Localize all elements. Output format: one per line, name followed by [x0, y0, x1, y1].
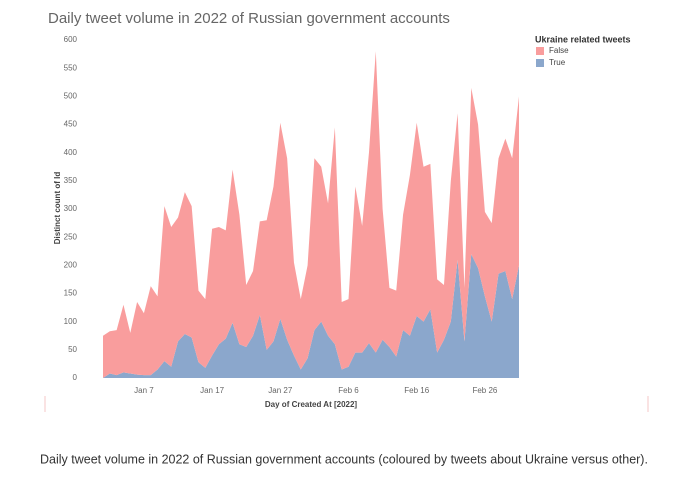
y-tick-label: 500 [64, 91, 78, 100]
y-tick-label: 600 [64, 35, 78, 44]
legend-label: False [549, 46, 569, 55]
area [103, 51, 519, 379]
legend-swatch [536, 47, 544, 55]
chart-title: Daily tweet volume in 2022 of Russian go… [48, 10, 450, 27]
area [103, 254, 519, 378]
y-tick-label: 0 [73, 373, 78, 382]
x-tick-label: Feb 6 [338, 386, 359, 395]
x-tick-label: Feb 26 [472, 386, 497, 395]
legend-title: Ukraine related tweets [535, 34, 631, 44]
y-tick-label: 450 [64, 120, 78, 129]
y-tick-label: 200 [64, 260, 78, 269]
x-axis-label: Day of Created At [2022] [265, 400, 358, 409]
x-tick-label: Jan 17 [200, 386, 225, 395]
y-axis-label: Distinct count of Id [53, 172, 62, 245]
y-tick-label: 50 [68, 345, 77, 354]
caption: Daily tweet volume in 2022 of Russian go… [40, 452, 648, 466]
x-tick-label: Jan 27 [268, 386, 293, 395]
y-tick-label: 100 [64, 317, 78, 326]
x-tick-label: Jan 7 [134, 386, 154, 395]
y-tick-label: 250 [64, 232, 78, 241]
y-tick-label: 400 [64, 148, 78, 157]
y-tick-label: 300 [64, 204, 78, 213]
y-tick-label: 150 [64, 289, 78, 298]
legend-swatch [536, 59, 544, 67]
y-tick-label: 550 [64, 63, 78, 72]
legend-label: True [549, 58, 566, 67]
y-tick-label: 350 [64, 176, 78, 185]
x-tick-label: Feb 16 [404, 386, 429, 395]
